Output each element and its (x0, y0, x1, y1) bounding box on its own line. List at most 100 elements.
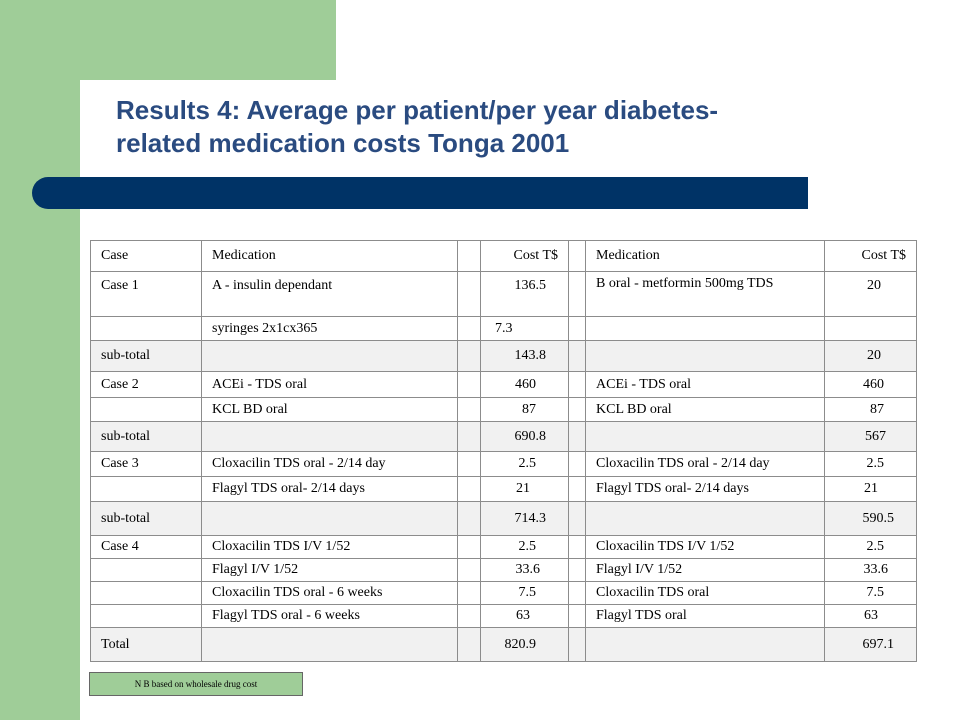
cost-a-cell: 63 (480, 604, 569, 628)
spacer-cell (457, 476, 481, 502)
cost-a-cell: 87 (480, 397, 569, 422)
spacer-cell (457, 501, 481, 536)
green-left-band (0, 80, 80, 720)
cost-b-cell: 460 (824, 371, 917, 398)
spacer-cell (568, 240, 586, 272)
cost-b-cell: 20 (824, 271, 917, 317)
case-cell: Total (90, 627, 202, 662)
table-row: Flagyl I/V 1/52 33.6 Flagyl I/V 1/52 33.… (90, 558, 917, 582)
spacer-cell (457, 451, 481, 477)
case-cell (90, 316, 202, 341)
cost-a-cell: 33.6 (480, 558, 569, 582)
cost-b-cell: 2.5 (824, 535, 917, 559)
cost-b-cell: 33.6 (824, 558, 917, 582)
spacer-cell (457, 316, 481, 341)
table-row: syringes 2x1cx365 7.3 (90, 316, 917, 341)
cost-b-cell: 590.5 (824, 501, 917, 536)
cost-b-cell: 21 (824, 476, 917, 502)
cost-b-cell: 63 (824, 604, 917, 628)
cost-table-container: Case Medication Cost T$ Medication Cost … (90, 240, 917, 662)
spacer-cell (457, 627, 481, 662)
spacer-cell (457, 371, 481, 398)
spacer-cell (568, 397, 586, 422)
medication-b-cell (585, 627, 825, 662)
spacer-cell (568, 451, 586, 477)
spacer-cell (568, 371, 586, 398)
medication-b-cell: ACEi - TDS oral (585, 371, 825, 398)
table-row: Case 2 ACEi - TDS oral 460 ACEi - TDS or… (90, 371, 917, 398)
title-line-2: related medication costs Tonga 2001 (116, 128, 570, 158)
spacer-cell (457, 240, 481, 272)
header-medication-b: Medication (585, 240, 825, 272)
spacer-cell (568, 316, 586, 341)
cost-a-cell: 143.8 (480, 340, 569, 372)
header-case: Case (90, 240, 202, 272)
cost-a-cell: 7.5 (480, 581, 569, 605)
cost-b-cell: 7.5 (824, 581, 917, 605)
spacer-cell (568, 535, 586, 559)
case-cell (90, 558, 202, 582)
table-row-subtotal: sub-total 714.3 590.5 (90, 501, 917, 536)
header-cost-b: Cost T$ (824, 240, 917, 272)
cost-b-cell: 87 (824, 397, 917, 422)
medication-b-cell (585, 316, 825, 341)
spacer-cell (457, 604, 481, 628)
spacer-cell (568, 604, 586, 628)
medication-a-cell (201, 340, 458, 372)
medication-b-cell: B oral - metformin 500mg TDS (585, 271, 825, 317)
cost-a-cell: 820.9 (480, 627, 569, 662)
table-row-total: Total 820.9 697.1 (90, 627, 917, 662)
case-cell (90, 581, 202, 605)
case-cell: sub-total (90, 421, 202, 452)
medication-b-cell (585, 501, 825, 536)
medication-b-cell: KCL BD oral (585, 397, 825, 422)
cost-b-cell: 567 (824, 421, 917, 452)
medication-a-cell: ACEi - TDS oral (201, 371, 458, 398)
medication-b-cell: Flagyl I/V 1/52 (585, 558, 825, 582)
title-line-1: Results 4: Average per patient/per year … (116, 95, 719, 125)
cost-a-cell: 21 (480, 476, 569, 502)
case-cell: Case 4 (90, 535, 202, 559)
case-cell: sub-total (90, 340, 202, 372)
cost-b-cell: 697.1 (824, 627, 917, 662)
table-row: Flagyl TDS oral - 6 weeks 63 Flagyl TDS … (90, 604, 917, 628)
cost-b-cell: 20 (824, 340, 917, 372)
spacer-cell (568, 627, 586, 662)
footnote-box: N B based on wholesale drug cost (89, 672, 303, 696)
slide-title: Results 4: Average per patient/per year … (116, 94, 876, 160)
case-cell: sub-total (90, 501, 202, 536)
spacer-cell (568, 421, 586, 452)
title-underline-bar (32, 177, 808, 209)
medication-a-cell: syringes 2x1cx365 (201, 316, 458, 341)
cost-a-cell: 714.3 (480, 501, 569, 536)
table-row: Case 4 Cloxacilin TDS I/V 1/52 2.5 Cloxa… (90, 535, 917, 559)
spacer-cell (568, 476, 586, 502)
case-cell: Case 1 (90, 271, 202, 317)
table-row-subtotal: sub-total 690.8 567 (90, 421, 917, 452)
case-cell: Case 3 (90, 451, 202, 477)
medication-a-cell: Flagyl I/V 1/52 (201, 558, 458, 582)
cost-b-cell: 2.5 (824, 451, 917, 477)
medication-a-cell: Cloxacilin TDS oral - 6 weeks (201, 581, 458, 605)
case-cell: Case 2 (90, 371, 202, 398)
medication-a-cell (201, 627, 458, 662)
table-row: Flagyl TDS oral- 2/14 days 21 Flagyl TDS… (90, 476, 917, 502)
header-medication-a: Medication (201, 240, 458, 272)
case-cell (90, 397, 202, 422)
case-cell (90, 604, 202, 628)
spacer-cell (568, 558, 586, 582)
spacer-cell (457, 271, 481, 317)
spacer-cell (457, 421, 481, 452)
table-row: Case 1 A - insulin dependant 136.5 B ora… (90, 271, 917, 317)
cost-b-cell (824, 316, 917, 341)
cost-a-cell: 2.5 (480, 451, 569, 477)
medication-b-cell: Cloxacilin TDS oral (585, 581, 825, 605)
table-row-subtotal: sub-total 143.8 20 (90, 340, 917, 372)
spacer-cell (568, 581, 586, 605)
medication-a-cell: Cloxacilin TDS I/V 1/52 (201, 535, 458, 559)
medication-b-cell: Flagyl TDS oral- 2/14 days (585, 476, 825, 502)
spacer-cell (457, 535, 481, 559)
cost-table: Case Medication Cost T$ Medication Cost … (90, 240, 917, 662)
header-cost-a: Cost T$ (480, 240, 569, 272)
cost-a-cell: 460 (480, 371, 569, 398)
